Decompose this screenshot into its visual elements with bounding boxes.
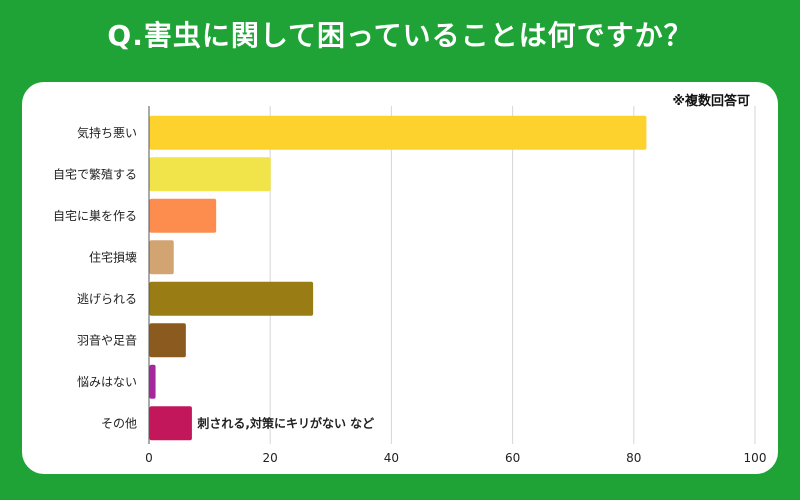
category-label: 逃げられる xyxy=(77,292,137,306)
category-label: 悩みはない xyxy=(77,375,137,389)
category-label: 羽音や足音 xyxy=(77,332,137,347)
category-label: 気持ち悪い xyxy=(77,125,137,140)
x-tick-label: 80 xyxy=(626,451,641,465)
x-tick-label: 20 xyxy=(263,451,278,465)
x-tick-label: 40 xyxy=(384,451,399,465)
bar xyxy=(149,198,217,233)
bars xyxy=(149,115,647,441)
bar xyxy=(149,157,271,192)
category-label: その他 xyxy=(101,416,137,430)
annotations: 刺される,対策にキリがない など xyxy=(196,415,374,430)
category-label: 自宅で繁殖する xyxy=(53,166,137,181)
bar xyxy=(149,115,647,150)
multiple-answers-note: ※複数回答可 xyxy=(672,94,750,109)
grid-lines xyxy=(148,106,756,444)
x-tick-label: 0 xyxy=(145,451,153,465)
bar xyxy=(149,406,192,441)
category-label: 自宅に巣を作る xyxy=(53,208,137,223)
bar xyxy=(149,364,156,399)
bar xyxy=(149,240,174,275)
chart-card: ※複数回答可 気持ち悪い自宅で繁殖する 自宅に巣を作る住宅損壊逃げられる羽音や足音… xyxy=(22,82,778,474)
bar xyxy=(149,323,186,358)
bar xyxy=(149,281,314,316)
category-labels: 気持ち悪い自宅で繁殖する自宅に巣を作る住宅損壊逃げられる羽音や足音悩みはないその… xyxy=(53,125,137,431)
bar-annotation: 刺される,対策にキリがない など xyxy=(196,415,374,430)
x-tick-label: 100 xyxy=(744,451,767,465)
x-axis-ticks: 0 20 40 60 80 100 xyxy=(145,451,766,465)
bar-chart: 気持ち悪い自宅で繁殖する自宅に巣を作る住宅損壊逃げられる羽音や足音悩みはないその… xyxy=(53,106,766,465)
x-tick-label: 60 xyxy=(505,451,520,465)
chart-title: Q.害虫に関して困っていることは何ですか？ xyxy=(107,19,693,52)
category-label: 住宅損壊 xyxy=(89,249,137,264)
